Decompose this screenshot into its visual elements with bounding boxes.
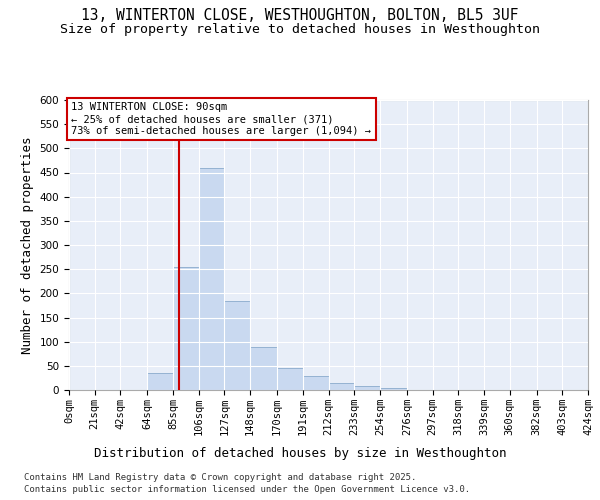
Bar [148,373,173,390]
Bar [303,376,329,390]
Bar [173,267,199,390]
Bar [380,388,407,390]
Bar [199,168,224,390]
Text: Distribution of detached houses by size in Westhoughton: Distribution of detached houses by size … [94,448,506,460]
Text: 13 WINTERTON CLOSE: 90sqm
← 25% of detached houses are smaller (371)
73% of semi: 13 WINTERTON CLOSE: 90sqm ← 25% of detac… [71,102,371,136]
Bar [224,300,250,390]
Bar [277,368,303,390]
Y-axis label: Number of detached properties: Number of detached properties [21,136,34,354]
Bar [329,383,354,390]
Bar [354,386,380,390]
Text: Contains public sector information licensed under the Open Government Licence v3: Contains public sector information licen… [24,485,470,494]
Bar [250,346,277,390]
Text: Size of property relative to detached houses in Westhoughton: Size of property relative to detached ho… [60,22,540,36]
Text: Contains HM Land Registry data © Crown copyright and database right 2025.: Contains HM Land Registry data © Crown c… [24,472,416,482]
Text: 13, WINTERTON CLOSE, WESTHOUGHTON, BOLTON, BL5 3UF: 13, WINTERTON CLOSE, WESTHOUGHTON, BOLTO… [81,8,519,22]
